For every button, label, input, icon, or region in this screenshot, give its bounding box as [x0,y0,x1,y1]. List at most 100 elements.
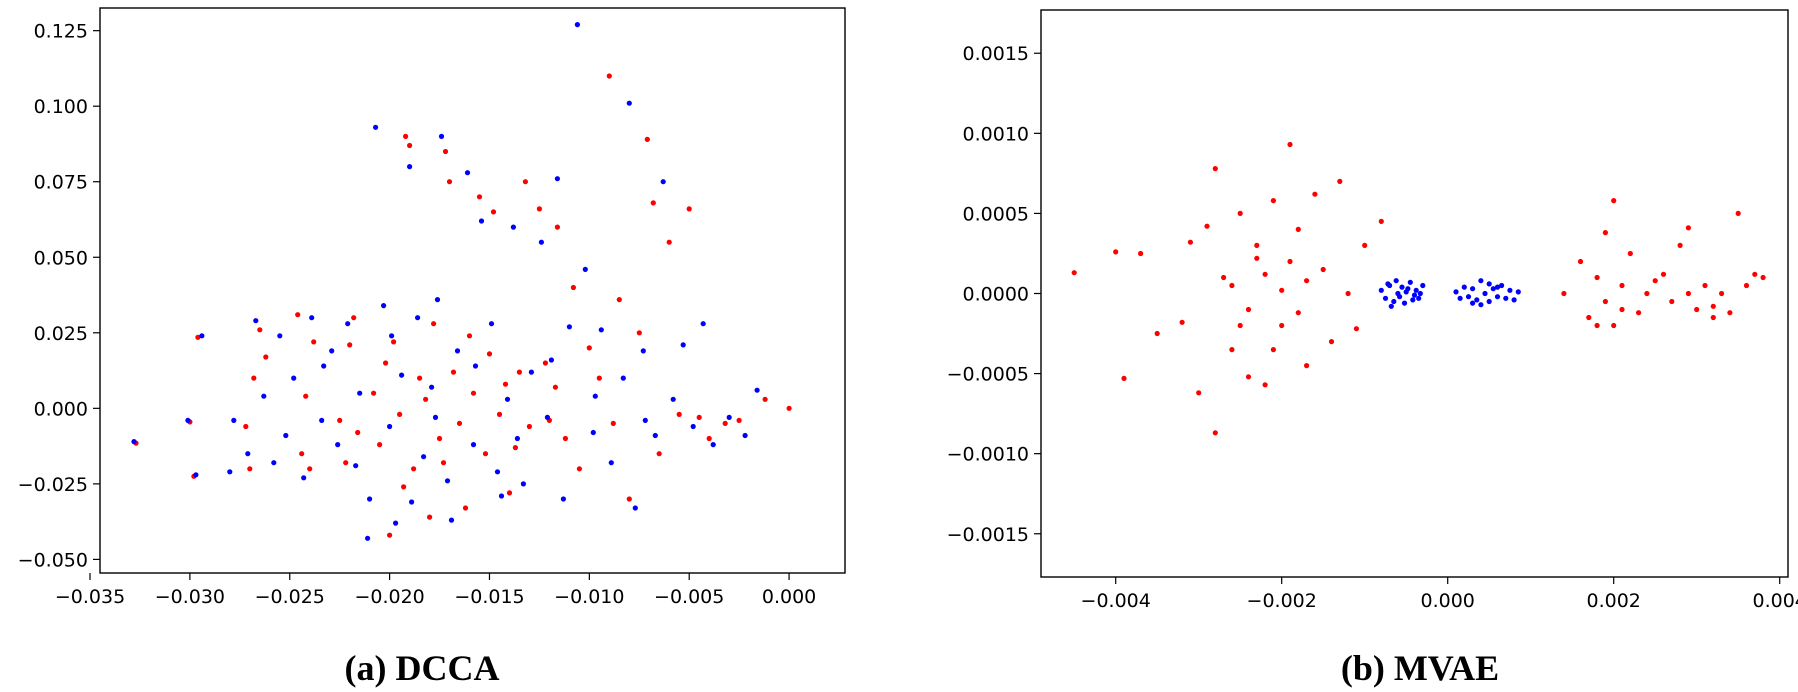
mvae-point-s1-4 [1393,278,1399,284]
dcca-point-s0-65 [650,200,656,206]
dcca-point-s0-48 [522,179,529,185]
mvae-point-s0-19 [1287,141,1293,148]
dcca-point-s1-65 [754,387,760,393]
dcca-point-s0-43 [490,209,497,215]
dcca-point-s1-50 [598,327,604,333]
mvae-point-s0-10 [1212,430,1218,436]
dcca-point-s0-8 [263,354,269,360]
mvae-point-s0-13 [1237,210,1243,216]
mvae-x-tick-label: −0.002 [1247,590,1317,612]
dcca-point-s0-71 [706,435,712,442]
mvae-point-s0-46 [1611,322,1617,329]
mvae-point-s0-49 [1619,306,1625,313]
mvae-point-s1-26 [1478,278,1484,284]
dcca-x-tick-label: −0.005 [654,586,724,608]
dcca-point-s1-6 [245,451,251,457]
mvae-point-s0-69 [1594,322,1600,329]
mvae-point-s1-36 [1478,302,1484,308]
dcca-point-s0-10 [299,451,305,457]
mvae-x-tick-label: 0.004 [1752,590,1798,612]
dcca-point-s0-34 [446,179,453,185]
dcca-point-s0-40 [476,194,483,200]
mvae-point-s0-37 [1287,258,1293,265]
dcca-y-tick-label: 0.025 [34,323,88,345]
mvae-point-s0-53 [1652,278,1658,284]
mvae-point-s0-41 [1577,258,1584,265]
mvae-point-s0-23 [1320,266,1326,273]
dcca-point-s0-11 [303,393,309,399]
mvae-point-s1-14 [1395,290,1401,297]
dcca-point-s1-61 [700,321,706,327]
dcca-point-s1-79 [642,417,648,423]
dcca-point-s0-77 [440,460,447,466]
mvae-point-s1-13 [1420,282,1426,289]
mvae-x-ticks: −0.004 −0.002 0.000 0.002 0.004 [1081,577,1798,612]
dcca-points [131,22,792,541]
mvae-point-s1-19 [1385,281,1391,287]
dcca-point-s1-3 [199,333,205,339]
dcca-point-s1-54 [632,505,638,511]
mvae-x-tick-label: 0.000 [1420,590,1474,612]
mvae-point-s1-11 [1413,287,1419,293]
dcca-point-s1-44 [554,176,561,182]
dcca-point-s1-8 [261,393,267,399]
dcca-point-s0-26 [407,142,413,149]
dcca-x-tick-label: −0.020 [354,586,424,608]
mvae-point-s0-30 [1229,282,1235,289]
mvae-point-s0-27 [1353,326,1359,332]
mvae-point-s0-8 [1204,223,1210,229]
dcca-point-s0-17 [351,315,357,321]
dcca-y-tick-label: 0.100 [34,96,88,118]
dcca-y-tick-label: −0.025 [18,474,88,496]
mvae-point-s0-4 [1154,330,1160,337]
dcca-point-s1-26 [415,315,421,321]
dcca-point-s1-21 [381,303,387,309]
dcca-point-s1-31 [444,478,451,484]
dcca-point-s1-73 [389,333,395,339]
dcca-point-s1-12 [301,475,307,481]
mvae-point-s1-0 [1378,287,1384,293]
mvae-point-s1-9 [1407,279,1413,285]
dcca-point-s0-54 [562,435,569,442]
mvae-y-tick-label: −0.0010 [947,444,1029,466]
dcca-point-s1-30 [438,133,445,139]
mvae-point-s0-25 [1337,178,1343,184]
mvae-point-s0-40 [1561,290,1567,297]
dcca-point-s1-18 [357,390,363,396]
dcca-point-s1-34 [470,442,477,448]
mvae-caption: (b) MVAE [1341,648,1499,688]
mvae-point-s1-18 [1417,290,1423,297]
dcca-point-s1-5 [231,417,237,423]
dcca-point-s1-37 [494,469,501,475]
mvae-point-s1-29 [1490,286,1496,292]
dcca-point-s0-53 [554,224,561,230]
dcca-x-tick-label: −0.015 [454,586,524,608]
mvae-point-s0-9 [1212,166,1218,172]
mvae-point-s1-3 [1391,298,1397,305]
dcca-point-s0-79 [552,384,559,390]
mvae-point-s0-18 [1279,322,1285,329]
dcca-point-s0-39 [470,390,477,396]
dcca-point-s0-75 [786,405,792,411]
mvae-point-s0-14 [1245,374,1252,380]
dcca-x-ticks: −0.035 −0.030 −0.025 −0.020 −0.015 −0.010 −0.0… [55,573,816,608]
dcca-point-s0-3 [195,334,201,340]
dcca-point-s1-23 [393,520,399,526]
dcca-point-s1-36 [488,321,495,327]
mvae-point-s0-38 [1237,322,1243,329]
chart-dcca: −0.035 −0.030 −0.025 −0.020 −0.015 −0.010 −0.0… [18,7,846,688]
dcca-point-s1-28 [429,384,435,390]
dcca-point-s1-24 [399,372,405,378]
dcca-point-s0-50 [536,206,543,212]
mvae-point-s0-64 [1752,271,1758,277]
dcca-point-s0-46 [506,490,513,496]
mvae-point-s1-28 [1486,298,1492,305]
mvae-x-tick-label: −0.004 [1081,590,1151,612]
mvae-point-s0-44 [1602,298,1608,305]
mvae-point-s0-48 [1619,282,1625,289]
dcca-point-s0-19 [371,390,377,396]
dcca-point-s1-64 [742,432,748,439]
dcca-point-s1-69 [498,493,505,499]
dcca-x-tick-label: 0.000 [762,586,816,608]
